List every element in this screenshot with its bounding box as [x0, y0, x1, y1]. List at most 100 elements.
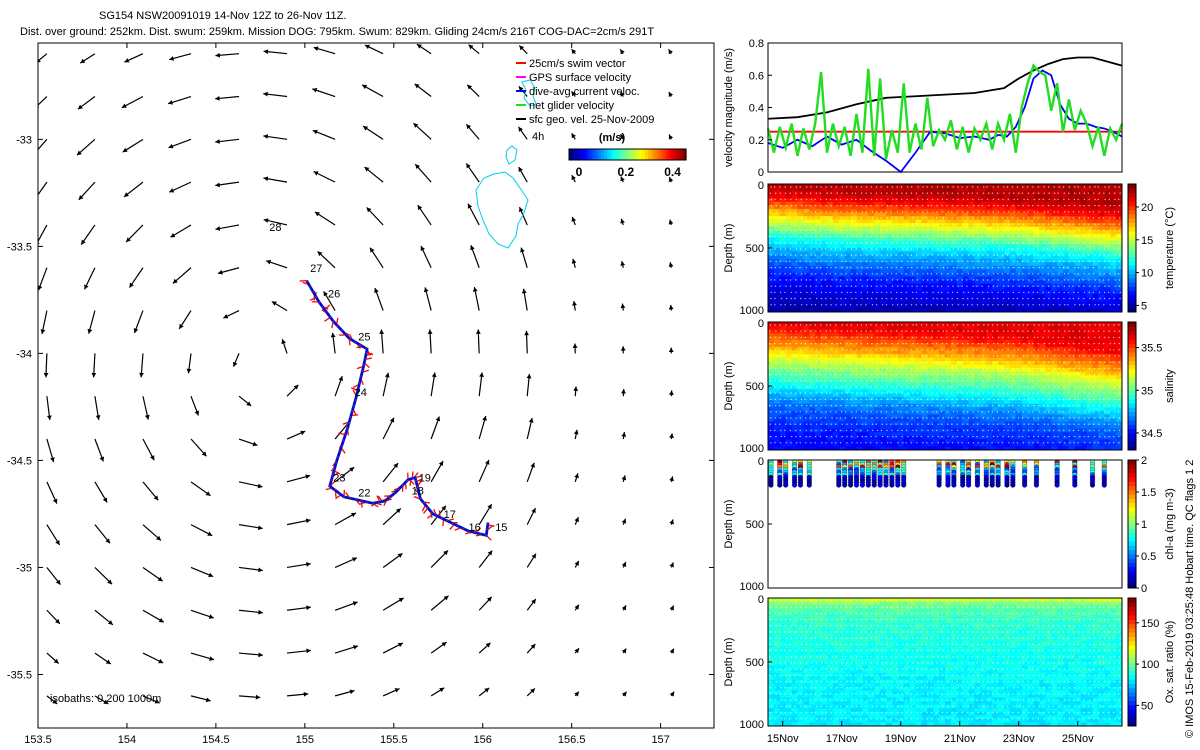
temperature-cell — [779, 255, 787, 260]
temperature-sample-dot — [997, 211, 1000, 213]
velocity-arrowhead — [330, 332, 336, 338]
temperature-cell — [779, 237, 787, 242]
salinity-cell — [827, 442, 834, 447]
salinity-cell — [779, 446, 787, 451]
temperature-cell — [1086, 244, 1093, 249]
temperature-cell — [1057, 191, 1064, 196]
temperature-sample-dot — [895, 297, 898, 300]
salinity-cell — [862, 322, 869, 327]
temperature-sample-dot — [977, 198, 980, 201]
temperature-cell — [1116, 262, 1123, 267]
temperature-cell — [821, 262, 828, 267]
temperature-cell — [874, 244, 881, 249]
temperature-sample-dot — [991, 279, 993, 281]
temperature-sample-dot — [1028, 273, 1030, 275]
temperature-cell — [862, 308, 869, 313]
temperature-cell — [1092, 230, 1099, 235]
temperature-cell — [1051, 226, 1058, 231]
temperature-cell — [874, 283, 881, 288]
temperature-cell — [962, 304, 970, 309]
salinity-cell — [821, 378, 828, 383]
temperature-sample-dot — [1033, 211, 1035, 213]
temperature-sample-dot — [1057, 217, 1060, 219]
temperature-sample-dot — [810, 254, 812, 256]
temperature-cell — [897, 301, 905, 306]
temperature-sample-dot — [926, 291, 928, 294]
temperature-cell — [850, 287, 857, 292]
velocity-arrowhead — [263, 49, 269, 55]
velocity-arrowhead — [208, 614, 214, 619]
temperature-sample-dot — [1098, 266, 1100, 269]
temperature-cell — [1092, 272, 1099, 277]
temperature-sample-dot — [1098, 217, 1100, 219]
temperature-cell — [880, 280, 887, 285]
temperature-sample-dot — [925, 285, 928, 287]
temperature-cell — [773, 226, 781, 231]
temperature-sample-dot — [820, 186, 822, 188]
temperature-sample-dot — [835, 242, 837, 244]
island-coastline — [475, 171, 529, 249]
temperature-cell — [903, 248, 911, 253]
temperature-cell — [1015, 301, 1023, 306]
temperature-sample-dot — [977, 242, 979, 244]
salinity-cell — [832, 332, 840, 337]
temperature-sample-dot — [942, 260, 944, 263]
temperature-cell — [945, 244, 952, 249]
temperature-sample-dot — [1037, 279, 1039, 281]
salinity-cell — [827, 368, 834, 373]
temperature-cell — [974, 276, 981, 281]
salinity-cell — [809, 357, 816, 362]
temperature-cell — [1086, 194, 1093, 199]
temperature-cell — [856, 287, 863, 292]
colorbar-cell — [583, 149, 588, 160]
temperature-sample-dot — [996, 217, 999, 219]
temperature-cell — [886, 212, 893, 217]
temperature-sample-dot — [799, 223, 801, 225]
temperature-cell — [827, 191, 834, 196]
temperature-sample-dot — [1094, 279, 1096, 281]
temperature-sample-dot — [830, 242, 832, 244]
temperature-cell — [1116, 294, 1123, 299]
temperature-sample-dot — [981, 198, 983, 201]
temperature-cell — [1092, 223, 1099, 228]
temperature-cell — [803, 304, 810, 309]
temperature-cell — [1068, 223, 1076, 228]
temperature-cell — [1057, 272, 1064, 277]
temperature-sample-dot — [1118, 186, 1120, 188]
temperature-cell — [1080, 237, 1088, 242]
temperature-cell — [768, 269, 775, 274]
temperature-sample-dot — [1104, 198, 1106, 201]
temperature-cell — [1092, 308, 1099, 313]
temperature-cell — [779, 233, 787, 238]
temperature-cell — [1033, 187, 1040, 192]
temperature-sample-dot — [789, 192, 791, 194]
salinity-cell — [785, 350, 793, 355]
temperature-cell — [986, 223, 993, 228]
temperature-sample-dot — [774, 248, 776, 250]
temperature-sample-dot — [866, 254, 868, 256]
temperature-cell — [850, 223, 857, 228]
temperature-cell — [815, 244, 822, 249]
temperature-sample-dot — [1041, 266, 1044, 269]
temperature-cell — [779, 216, 787, 221]
temperature-cell — [974, 248, 981, 253]
salinity-cell — [768, 329, 775, 334]
temperature-cell — [809, 208, 816, 213]
temperature-sample-dot — [1018, 266, 1020, 269]
salinity-cell — [785, 354, 793, 359]
salinity-cell — [803, 350, 810, 355]
salinity-cell — [815, 410, 822, 415]
salinity-cell — [815, 322, 822, 327]
temperature-cell — [992, 237, 999, 242]
salinity-cell — [856, 375, 863, 380]
temperature-sample-dot — [1001, 304, 1004, 306]
salinity-cell — [785, 364, 793, 369]
salinity-cell — [850, 354, 857, 359]
temperature-cell — [927, 272, 934, 277]
temperature-cell — [903, 255, 911, 260]
temperature-cell — [897, 198, 905, 203]
temperature-sample-dot — [810, 235, 812, 238]
temperature-cell — [909, 219, 916, 224]
salinity-cell — [779, 322, 787, 327]
salinity-cell — [844, 357, 852, 362]
